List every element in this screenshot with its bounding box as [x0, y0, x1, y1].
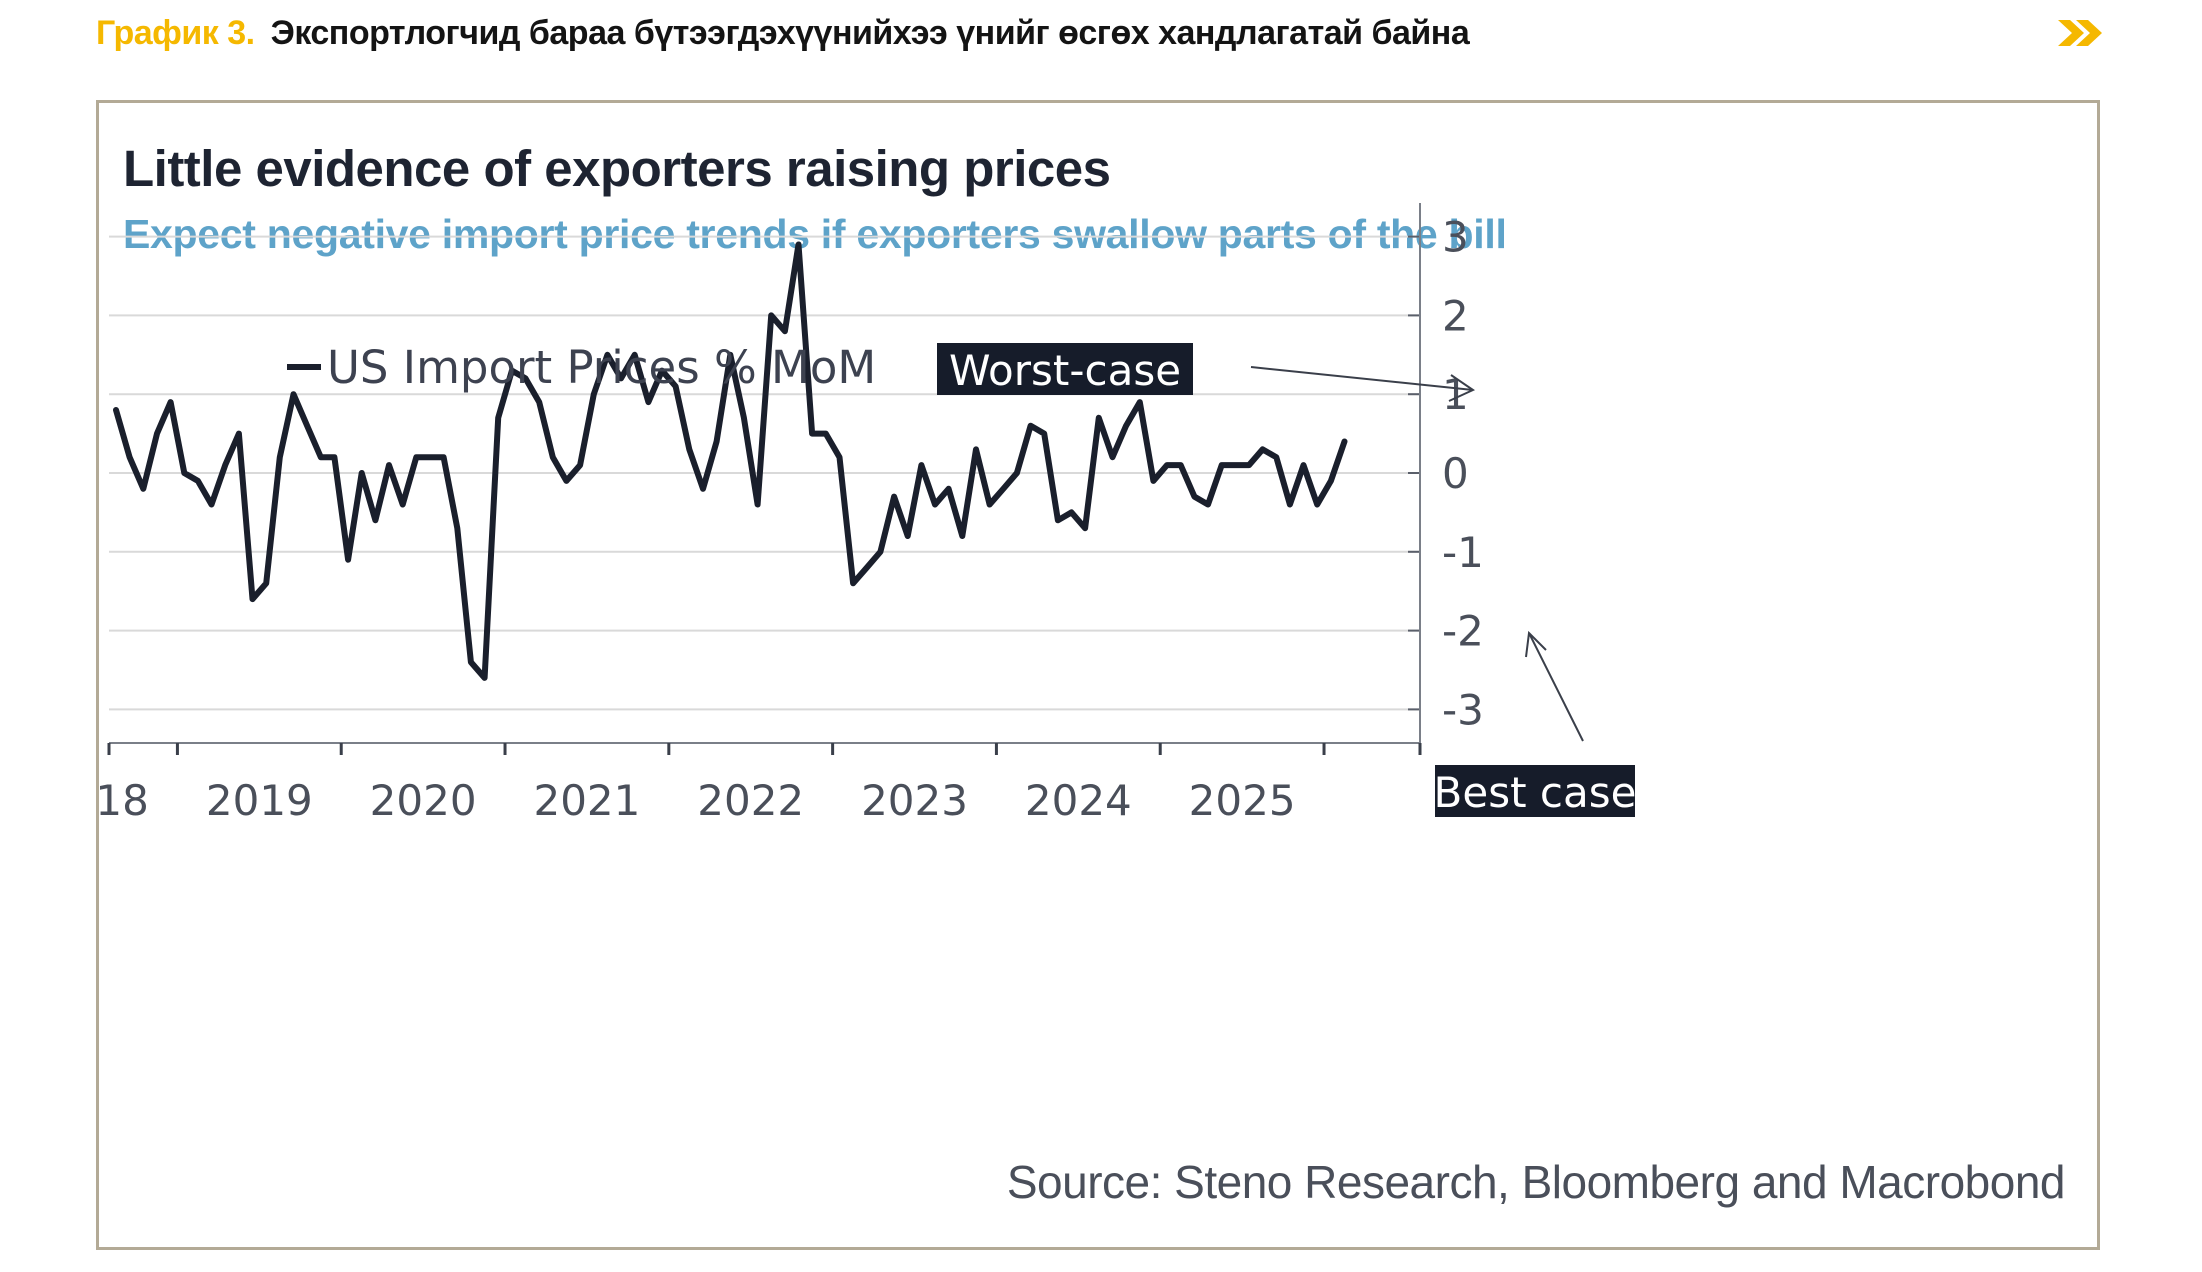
figure-label: График 3. — [96, 13, 255, 52]
y-tick-label: -2 — [1442, 607, 1484, 656]
series-line-us-import-prices — [113, 241, 1348, 681]
worst-case-box — [937, 343, 1193, 395]
double-chevron-right-icon — [2058, 20, 2102, 46]
x-tick-label: 2019 — [206, 776, 313, 825]
y-tick-label: 3 — [1442, 213, 1469, 262]
annotation-worst-case: Worst-case — [937, 343, 1476, 402]
axis-layer: 3210-1-2-3201820192020202120222023202420… — [99, 202, 1484, 825]
worst-case-label: Worst-case — [949, 346, 1181, 395]
x-tick-label: 2020 — [370, 776, 477, 825]
line-chart: 3210-1-2-3201820192020202120222023202420… — [99, 202, 1637, 825]
source-note: Source: Steno Research, Bloomberg and Ma… — [1006, 1156, 2066, 1208]
chart-title: Little evidence of exporters raising pri… — [123, 140, 1111, 197]
x-tick-label: 2024 — [1025, 776, 1132, 825]
y-tick-label: -3 — [1442, 685, 1484, 734]
y-tick-label: -1 — [1442, 528, 1484, 577]
best-case-arrowhead — [1525, 630, 1547, 658]
best-case-box — [1435, 765, 1635, 817]
report-header: График 3. Экспортлогчид бараа бүтээгдэхү… — [96, 8, 2106, 58]
point-layer — [113, 242, 1348, 681]
worst-case-arrowhead — [1448, 374, 1476, 402]
best-case-label: Best case — [1434, 768, 1637, 817]
chart-subtitle: Expect negative import price trends if e… — [123, 211, 1507, 257]
x-tick-label: 2025 — [1189, 776, 1296, 825]
annotation-best-case: Best case — [1434, 630, 1637, 817]
worst-case-arrow — [1250, 366, 1474, 391]
x-tick-label: 2022 — [697, 776, 804, 825]
x-tick-label: 2018 — [99, 776, 149, 825]
grid-layer — [109, 235, 1420, 711]
chart-frame: Little evidence of exporters raising pri… — [96, 100, 2100, 1250]
x-tick-label: 2021 — [533, 776, 640, 825]
figure-title: Экспортлогчид бараа бүтээгдэхүүнийхээ үн… — [270, 13, 1470, 52]
best-case-arrow — [1528, 632, 1584, 742]
line-layer — [113, 241, 1348, 681]
y-tick-label: 0 — [1442, 449, 1469, 498]
legend: US Import Prices % MoM — [287, 341, 876, 394]
x-tick-label: 2023 — [861, 776, 968, 825]
y-tick-label: 2 — [1442, 291, 1469, 340]
legend-label: US Import Prices % MoM — [327, 341, 876, 394]
